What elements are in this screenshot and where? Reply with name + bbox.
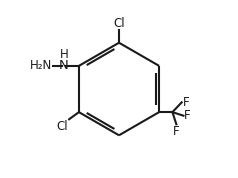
Text: H: H	[60, 48, 69, 61]
Text: Cl: Cl	[57, 120, 68, 133]
Text: Cl: Cl	[113, 17, 125, 30]
Text: F: F	[182, 96, 189, 109]
Text: H₂N: H₂N	[30, 59, 52, 72]
Text: F: F	[173, 125, 180, 138]
Text: N: N	[59, 59, 69, 72]
Text: F: F	[184, 109, 191, 122]
